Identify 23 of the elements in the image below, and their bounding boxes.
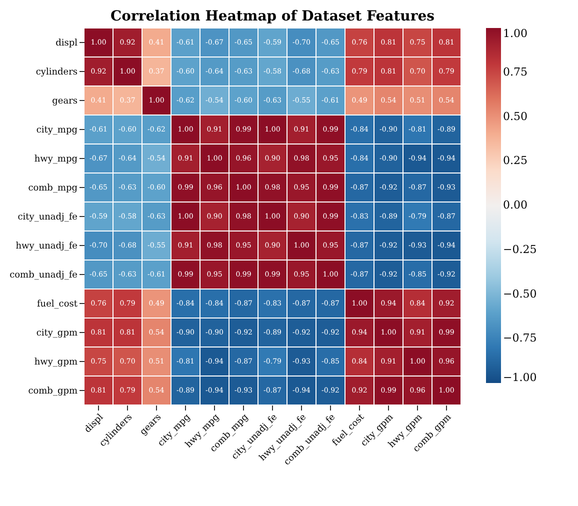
color-bar-label: 0.50: [503, 110, 528, 123]
y-tick-label: comb_mpg: [28, 184, 78, 194]
y-tick-label: gears: [52, 96, 78, 106]
color-bar-label: 0.75: [503, 65, 528, 78]
y-tick-label: displ: [56, 38, 78, 48]
y-tick-label: fuel_cost: [36, 300, 78, 310]
y-tick-label: hwy_gpm: [34, 358, 78, 368]
y-tick-label: hwy_mpg: [34, 154, 78, 164]
y-tick-label: comb_unadj_fe: [10, 270, 78, 280]
color-bar-label: −0.50: [503, 287, 537, 300]
y-tick-label: hwy_unadj_fe: [16, 242, 78, 252]
y-tick-label: cylinders: [36, 68, 78, 78]
color-bar-label: 1.00: [503, 27, 528, 40]
color-bar-label: −0.75: [503, 332, 537, 345]
y-tick-label: city_unadj_fe: [18, 212, 78, 222]
color-bar-label: 0.00: [503, 198, 528, 212]
chart-title: Correlation Heatmap of Dataset Features: [110, 8, 435, 24]
color-bar-label: −0.25: [503, 242, 537, 256]
y-tick-label: comb_gpm: [28, 386, 78, 396]
color-bar-label: −1.00: [503, 371, 537, 384]
color-bar-label: 0.25: [503, 154, 528, 168]
y-tick-label: city_mpg: [36, 126, 78, 136]
y-tick-label: city_gpm: [36, 328, 78, 338]
